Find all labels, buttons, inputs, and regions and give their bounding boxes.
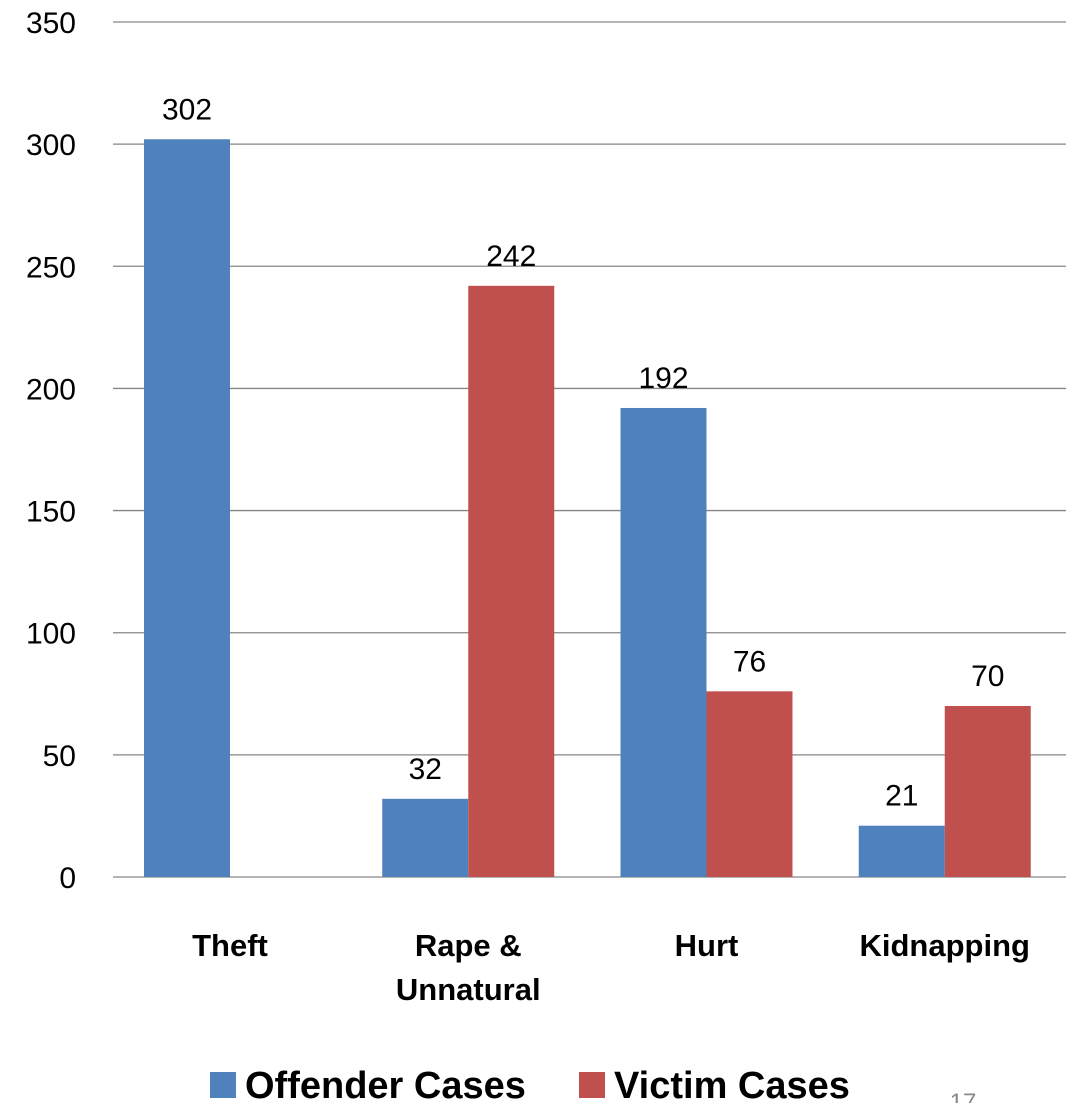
x-axis-category-labels: Theft Rape & Unnatural Hurt Kidnapping xyxy=(192,928,1030,1007)
legend: Offender Cases Victim Cases xyxy=(210,1065,850,1103)
data-label: 32 xyxy=(409,753,442,786)
bar xyxy=(707,691,793,877)
data-label: 21 xyxy=(885,780,918,813)
legend-label: Offender Cases xyxy=(245,1065,526,1103)
data-label: 242 xyxy=(486,240,536,273)
y-tick-label: 350 xyxy=(26,7,76,40)
y-tick-label: 50 xyxy=(43,740,76,773)
y-tick-label: 100 xyxy=(26,618,76,651)
legend-label: Victim Cases xyxy=(614,1065,850,1103)
y-tick-label: 300 xyxy=(26,129,76,162)
x-category-label: Rape & Unnatural xyxy=(396,928,541,1007)
data-labels: 302 32 192 21 242 76 70 xyxy=(162,93,1004,812)
bars xyxy=(144,139,1031,877)
x-category-label: Theft xyxy=(192,928,268,963)
x-category-label-line: Theft xyxy=(192,928,268,963)
bar xyxy=(859,826,945,877)
x-category-label: Hurt xyxy=(675,928,739,963)
x-category-label-line: Kidnapping xyxy=(860,928,1030,963)
legend-swatch xyxy=(210,1072,236,1098)
gridlines xyxy=(113,22,1066,877)
page-number: 17 xyxy=(950,1089,977,1103)
data-label: 302 xyxy=(162,93,212,126)
x-category-label: Kidnapping xyxy=(860,928,1030,963)
data-label: 192 xyxy=(638,362,688,395)
bar xyxy=(945,706,1031,877)
bar xyxy=(144,139,230,877)
x-category-label-line: Rape & xyxy=(415,928,522,963)
y-tick-label: 250 xyxy=(26,251,76,284)
y-axis-tick-labels: 0 50 100 150 200 250 300 350 xyxy=(26,7,76,895)
y-tick-label: 150 xyxy=(26,496,76,529)
x-category-label-line: Unnatural xyxy=(396,972,541,1007)
y-tick-label: 0 xyxy=(59,862,76,895)
data-label: 76 xyxy=(733,645,766,678)
data-label: 70 xyxy=(971,660,1004,693)
legend-swatch xyxy=(579,1072,605,1098)
bar xyxy=(382,799,468,877)
bar xyxy=(621,408,707,877)
bar xyxy=(468,286,554,877)
x-category-label-line: Hurt xyxy=(675,928,739,963)
y-tick-label: 200 xyxy=(26,373,76,406)
